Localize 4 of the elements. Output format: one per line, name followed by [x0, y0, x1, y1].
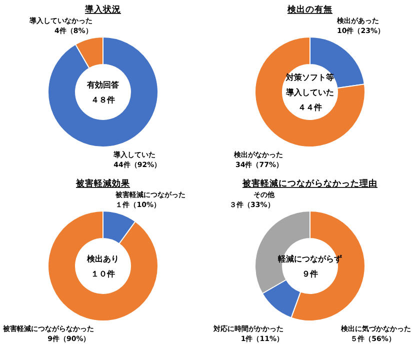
title: 被害軽減につながらなかった理由 — [242, 179, 378, 189]
title: 導入状況 — [85, 5, 121, 15]
title: 検出の有無 — [288, 5, 332, 15]
title: 被害軽減効果 — [76, 179, 130, 189]
